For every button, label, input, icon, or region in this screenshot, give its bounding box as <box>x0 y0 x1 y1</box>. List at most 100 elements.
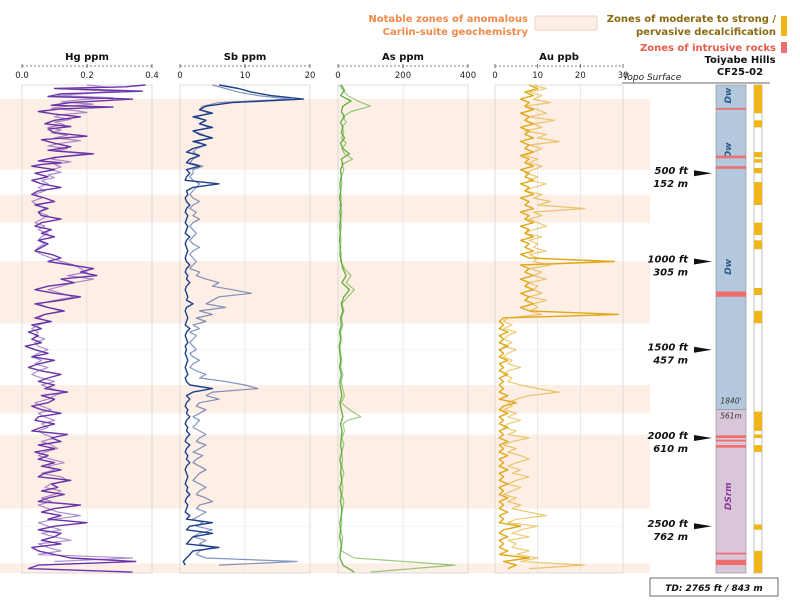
legend-intrusive-label: Zones of intrusive rocks <box>640 43 776 54</box>
legend-anomalous-swatch <box>534 15 598 31</box>
contact-depth-ft: 1840' <box>720 397 741 406</box>
total-depth-label: TD: 2765 ft / 843 m <box>665 584 763 594</box>
decalcification-zone-6 <box>754 222 762 236</box>
anomalous-zone-band-0 <box>0 99 650 170</box>
decalcification-zone-7 <box>754 240 762 250</box>
total-depth-frame <box>649 577 779 597</box>
track-title: Hg ppm <box>65 52 109 63</box>
depth-marker-1000: 1000 ft 305 m <box>648 254 712 278</box>
series-line-0 <box>24 84 146 573</box>
axis-tick-label: 0 <box>492 71 497 81</box>
series-line-0 <box>338 84 355 573</box>
intrusive-zone-0 <box>716 107 746 110</box>
decalcification-zone-5 <box>754 182 762 206</box>
well-id: CF25-02 <box>717 67 763 78</box>
depth-marker-ft: 1500 ft <box>648 343 690 354</box>
legend-anomalous-line1: Notable zones of anomalous <box>368 14 528 25</box>
decalcification-zone-0 <box>754 85 762 114</box>
formation-label: Dw <box>724 142 734 158</box>
depth-marker-arrow-icon <box>694 258 712 265</box>
track-frame <box>494 84 624 574</box>
series-line-0 <box>182 84 305 566</box>
axis-tick-label: 0.0 <box>15 71 29 81</box>
legend-intrusive-swatch <box>781 42 787 53</box>
formation-label: Dw <box>724 258 734 274</box>
series-line-1 <box>189 84 298 566</box>
decalcification-zone-9 <box>754 310 762 324</box>
decalcification-strip <box>753 84 763 574</box>
depth-marker-m: 152 m <box>653 179 688 190</box>
depth-marker-2500: 2500 ft 762 m <box>648 519 712 543</box>
contact-depth-m: 561m <box>720 412 742 421</box>
anomalous-zone-bands <box>0 99 650 573</box>
track-2: As ppm 0 200 400 <box>335 52 476 574</box>
depth-marker-m: 610 m <box>653 444 688 455</box>
intrusive-zone-1 <box>716 155 746 159</box>
legend-decalcification-swatch <box>781 16 787 36</box>
intrusive-zone-5 <box>716 439 746 442</box>
axis-tick-label: 200 <box>395 71 411 81</box>
series-line-1 <box>339 84 456 573</box>
depth-marker-m: 762 m <box>653 532 688 543</box>
formation-label: DSrm <box>724 482 734 510</box>
depth-marker-arrow-icon <box>694 523 712 530</box>
legend-anomalous-line2: Carlin-suite geochemistry <box>383 27 529 38</box>
depth-marker-1500: 1500 ft 457 m <box>648 343 712 367</box>
intrusive-zone-2 <box>716 166 746 169</box>
depth-marker-arrow-icon <box>694 346 712 353</box>
depth-marker-ft: 1000 ft <box>648 254 690 265</box>
well-header: Toiyabe Hills CF25-02 Topo Surface <box>622 55 776 84</box>
series-line-0 <box>498 84 620 570</box>
axis-tick-label: 0 <box>335 71 340 81</box>
depth-marker-arrow-icon <box>694 170 712 177</box>
legend: Notable zones of anomalous Carlin-suite … <box>368 14 787 54</box>
anomalous-zone-band-5 <box>0 563 650 573</box>
axis-tick-label: 0.2 <box>80 71 94 81</box>
axis-tick-label: 10 <box>532 71 543 81</box>
depth-marker-ft: 2500 ft <box>648 519 690 530</box>
intrusive-zone-7 <box>716 552 746 555</box>
axis-tick-label: 20 <box>575 71 586 81</box>
well-name: Toiyabe Hills <box>704 55 775 66</box>
axis-tick-label: 30 <box>618 71 629 81</box>
decalcification-zone-10 <box>754 411 762 431</box>
depth-marker-ft: 500 ft <box>655 166 690 177</box>
anomalous-zone-band-4 <box>0 434 650 509</box>
intrusive-zone-3 <box>716 291 746 297</box>
decalcification-zone-8 <box>754 287 762 296</box>
depth-marker-m: 305 m <box>653 267 688 278</box>
anomalous-zone-band-2 <box>0 261 650 324</box>
track-0: Hg ppm 0.0 0.2 0.4 <box>15 52 159 574</box>
decalcification-zone-1 <box>754 120 762 128</box>
decalcification-zone-14 <box>754 550 762 573</box>
axis-tick-label: 10 <box>240 71 251 81</box>
intrusive-zone-4 <box>716 435 746 438</box>
depth-marker-m: 457 m <box>652 356 688 367</box>
decalcification-zone-4 <box>754 167 762 174</box>
depth-marker-500: 500 ft 152 m <box>653 166 712 190</box>
legend-decalcification-line1: Zones of moderate to strong / <box>607 14 777 25</box>
intrusive-zone-8 <box>716 559 746 566</box>
axis-tick-label: 0 <box>177 71 182 81</box>
decalcification-zone-13 <box>754 524 762 530</box>
decalcification-zone-12 <box>754 445 762 453</box>
decalcification-zone-11 <box>754 434 762 438</box>
series-line-1 <box>31 84 134 563</box>
track-title: Sb ppm <box>224 52 267 63</box>
depth-marker-ft: 2000 ft <box>648 431 690 442</box>
track-1: Sb ppm 0 10 20 <box>177 52 315 574</box>
axis-tick-label: 0.4 <box>145 71 159 81</box>
depth-marker-2000: 2000 ft 610 m <box>648 431 712 455</box>
intrusive-zone-6 <box>716 445 746 448</box>
axis-tick-label: 400 <box>460 71 476 81</box>
track-title: Au ppb <box>539 52 579 63</box>
formation-Dw <box>715 84 747 411</box>
depth-marker-arrow-icon <box>694 434 712 441</box>
topo-surface-label: Topo Surface <box>623 73 682 83</box>
formation-label: Dw <box>724 87 734 103</box>
decalcification-zone-3 <box>754 159 762 163</box>
decalcification-zone-2 <box>754 152 762 158</box>
anomalous-zone-band-3 <box>0 385 650 414</box>
lithology-column: Dw Dw Dw DSrm 1840' 561m 500 ft 152 m 1000 ft 305… <box>648 84 763 574</box>
